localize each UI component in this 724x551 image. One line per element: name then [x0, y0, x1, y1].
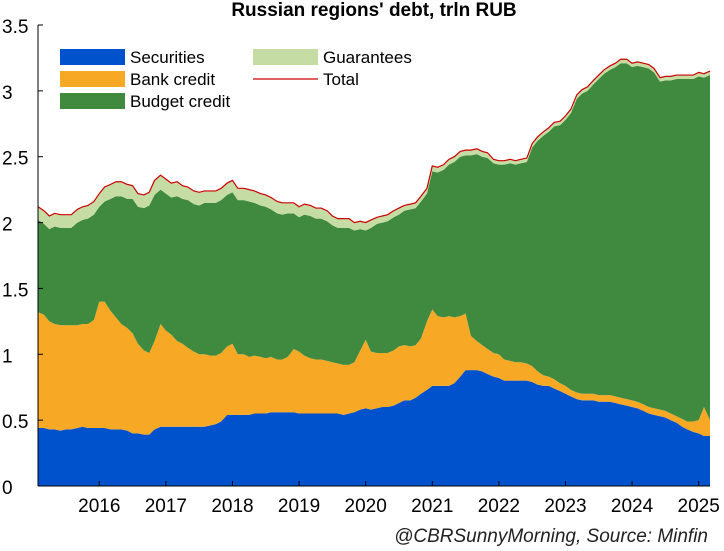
legend-swatch	[60, 49, 125, 65]
x-tick-label: 2016	[78, 496, 120, 517]
y-tick-label: 1.5	[2, 280, 28, 301]
legend-label: Budget credit	[130, 92, 230, 111]
x-tick-label: 2018	[211, 496, 253, 517]
x-tick-label: 2020	[345, 496, 387, 517]
legend-label: Bank credit	[130, 70, 215, 89]
legend-label: Total	[323, 70, 359, 89]
total-line-group	[37, 58, 711, 224]
x-tick-label: 2024	[611, 496, 654, 517]
y-tick-label: 0	[2, 478, 13, 499]
total-line	[37, 58, 711, 224]
x-tick-label: 2023	[544, 496, 586, 517]
legend-label: Securities	[130, 48, 205, 67]
y-tick-label: 1	[2, 346, 13, 367]
area-budget-credit	[38, 63, 710, 422]
legend-swatch	[60, 71, 125, 87]
legend-label: Guarantees	[323, 48, 412, 67]
x-tick-label: 2021	[411, 496, 453, 517]
source-credit: @CBRSunnyMorning, Source: Minfin	[394, 526, 708, 547]
legend-swatch	[253, 49, 318, 65]
y-tick-label: 0.5	[2, 412, 28, 433]
stacked-areas	[38, 59, 710, 486]
area-bank-credit	[38, 301, 710, 436]
axes: 0 0.5 1 1.5 2 2.5 3 3.5 2016 2017 2018 2019 2020 2021…	[2, 17, 720, 517]
x-tick-label: 2022	[478, 496, 520, 517]
y-tick-label: 3	[2, 83, 13, 104]
legend: Securities Bank credit Budget credit Guaran…	[60, 48, 412, 111]
y-tick-label: 2	[2, 215, 13, 236]
x-tick-label: 2019	[278, 496, 320, 517]
legend-swatch	[60, 93, 125, 109]
area-securities	[38, 370, 710, 486]
x-tick-label: 2025	[678, 496, 720, 517]
chart-title: Russian regions' debt, trln RUB	[231, 0, 517, 21]
x-tick-label: 2017	[145, 496, 187, 517]
y-tick-label: 3.5	[2, 17, 28, 38]
y-tick-label: 2.5	[2, 149, 28, 170]
